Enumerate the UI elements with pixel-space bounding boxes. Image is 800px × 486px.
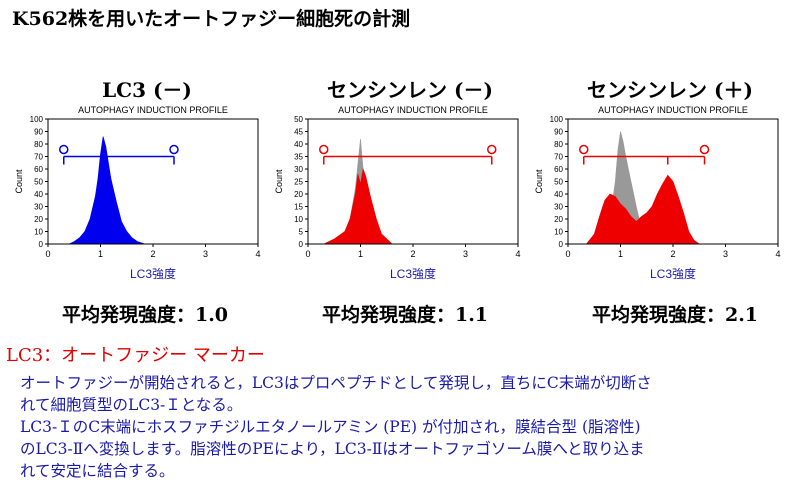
page-title: K562株を用いたオートファジー細胞死の計測 bbox=[12, 8, 411, 30]
histogram-series-1 bbox=[586, 174, 701, 245]
mean-intensity-senshinren-minus: 平均発現強度：1.1 bbox=[321, 304, 489, 326]
y-tick-label: 90 bbox=[554, 128, 563, 137]
x-axis-label: LC3強度 bbox=[390, 266, 436, 281]
description-line: れて安定に結合する。 bbox=[20, 462, 175, 480]
x-axis-label: LC3強度 bbox=[650, 266, 696, 281]
y-tick-label: 20 bbox=[34, 215, 43, 224]
x-tick-label: 4 bbox=[515, 249, 520, 259]
y-tick-label: 25 bbox=[294, 178, 303, 187]
x-tick-label: 0 bbox=[565, 249, 570, 259]
x-tick-label: 1 bbox=[358, 249, 363, 259]
chart-title: AUTOPHAGY INDUCTION PROFILE bbox=[78, 105, 228, 115]
histogram-series-0 bbox=[68, 136, 146, 245]
y-tick-label: 40 bbox=[294, 140, 303, 149]
y-tick-label: 70 bbox=[34, 153, 43, 162]
y-tick-label: 30 bbox=[294, 165, 303, 174]
y-tick-label: 90 bbox=[34, 128, 43, 137]
y-tick-label: 15 bbox=[294, 203, 303, 212]
y-tick-label: 50 bbox=[294, 115, 303, 124]
panel-title-lc3-minus: LC3 (－) bbox=[102, 78, 192, 102]
x-tick-label: 3 bbox=[463, 249, 468, 259]
description: オートファジーが開始されると，LC3はプロペプチドとして発現し，直ちにC末端が切… bbox=[20, 372, 790, 482]
y-tick-label: 20 bbox=[294, 190, 303, 199]
panel-title-senshinren-minus: センシンレン (－) bbox=[327, 78, 493, 102]
y-tick-label: 30 bbox=[34, 203, 43, 212]
y-axis-label: Count bbox=[274, 169, 284, 194]
y-tick-label: 0 bbox=[39, 240, 44, 249]
y-tick-label: 40 bbox=[34, 190, 43, 199]
y-tick-label: 5 bbox=[299, 228, 304, 237]
description-line: のLC3-Ⅱへ変換します。脂溶性のPEにより，LC3-Ⅱはオートファゴソーム膜へ… bbox=[20, 440, 645, 458]
chart-title: AUTOPHAGY INDUCTION PROFILE bbox=[338, 105, 488, 115]
chart-title: AUTOPHAGY INDUCTION PROFILE bbox=[598, 105, 748, 115]
gate-left-handle bbox=[319, 144, 329, 155]
y-tick-label: 50 bbox=[554, 178, 563, 187]
x-tick-label: 2 bbox=[670, 249, 675, 259]
panel-title-senshinren-plus: センシンレン (＋) bbox=[587, 78, 753, 102]
gate-right-handle bbox=[169, 144, 179, 155]
y-tick-label: 20 bbox=[554, 215, 563, 224]
x-tick-label: 4 bbox=[775, 249, 780, 259]
y-tick-label: 0 bbox=[559, 240, 564, 249]
histogram-series-1 bbox=[323, 167, 393, 245]
x-tick-label: 3 bbox=[723, 249, 728, 259]
x-tick-label: 2 bbox=[410, 249, 415, 259]
y-tick-label: 10 bbox=[294, 215, 303, 224]
histogram-senshinren-minus: AUTOPHAGY INDUCTION PROFILE0510152025303… bbox=[274, 105, 521, 281]
y-axis-label: Count bbox=[534, 169, 544, 194]
description-line: LC3-ＩのC末端にホスファチジルエタノールアミン (PE) が付加され，膜結合… bbox=[20, 418, 641, 436]
gate-left-handle bbox=[579, 144, 589, 155]
x-tick-label: 0 bbox=[305, 249, 310, 259]
marker-label: LC3：オートファジー マーカー bbox=[6, 345, 265, 366]
plot-frame bbox=[307, 118, 519, 245]
x-tick-label: 1 bbox=[618, 249, 623, 259]
description-line: オートファジーが開始されると，LC3はプロペプチドとして発現し，直ちにC末端が切… bbox=[20, 374, 652, 392]
description-line: れて細胞質型のLC3-Ｉとなる。 bbox=[20, 396, 243, 414]
y-tick-label: 100 bbox=[550, 115, 564, 124]
y-tick-label: 60 bbox=[554, 165, 563, 174]
y-tick-label: 50 bbox=[34, 178, 43, 187]
x-tick-label: 1 bbox=[98, 249, 103, 259]
y-tick-label: 10 bbox=[554, 228, 563, 237]
y-tick-label: 80 bbox=[34, 140, 43, 149]
y-tick-label: 60 bbox=[34, 165, 43, 174]
x-tick-label: 2 bbox=[150, 249, 155, 259]
gate-right-handle bbox=[487, 144, 497, 155]
y-tick-label: 10 bbox=[34, 228, 43, 237]
histogram-senshinren-plus: AUTOPHAGY INDUCTION PROFILE0102030405060… bbox=[534, 105, 781, 281]
mean-intensity-senshinren-plus: 平均発現強度：2.1 bbox=[591, 304, 759, 326]
x-tick-label: 4 bbox=[255, 249, 260, 259]
mean-intensity-lc3-minus: 平均発現強度：1.0 bbox=[61, 304, 229, 326]
x-tick-label: 0 bbox=[45, 249, 50, 259]
y-tick-label: 30 bbox=[554, 203, 563, 212]
y-tick-label: 45 bbox=[294, 128, 303, 137]
x-axis-label: LC3強度 bbox=[130, 266, 176, 281]
y-tick-label: 35 bbox=[294, 153, 303, 162]
y-tick-label: 0 bbox=[299, 240, 304, 249]
y-tick-label: 100 bbox=[30, 115, 44, 124]
gate-left-handle bbox=[59, 144, 69, 155]
plot-frame bbox=[47, 118, 259, 245]
x-tick-label: 3 bbox=[203, 249, 208, 259]
y-tick-label: 70 bbox=[554, 153, 563, 162]
histogram-lc3-minus: AUTOPHAGY INDUCTION PROFILE0102030405060… bbox=[14, 105, 261, 281]
y-tick-label: 40 bbox=[554, 190, 563, 199]
y-axis-label: Count bbox=[14, 169, 24, 194]
gate-right-handle bbox=[699, 144, 710, 155]
y-tick-label: 80 bbox=[554, 140, 563, 149]
